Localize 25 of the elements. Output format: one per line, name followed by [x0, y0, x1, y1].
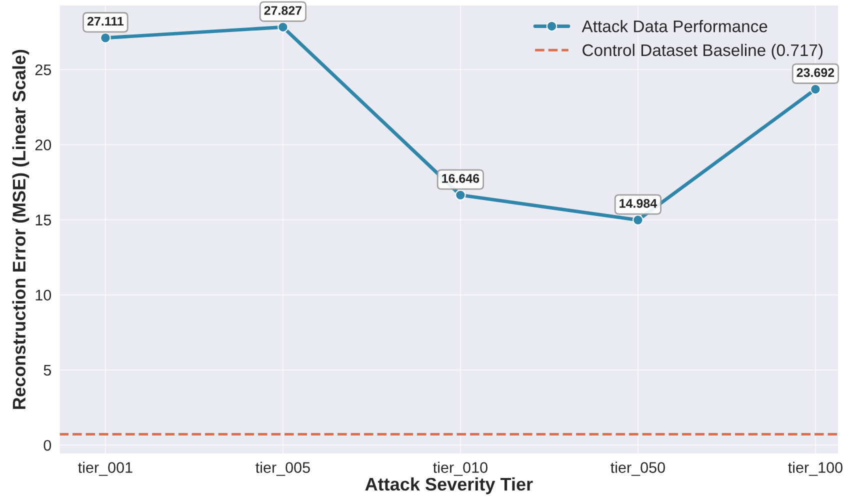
y-tick-label: 10	[36, 290, 52, 301]
data-label: 23.692	[796, 68, 834, 78]
y-tick-label: 25	[35, 64, 52, 76]
data-label: 16.646	[442, 174, 480, 183]
data-label: 14.984	[620, 198, 657, 208]
x-tick-label: tier_001	[78, 462, 132, 476]
y-tick-label: 0	[44, 440, 52, 451]
y-tick-label: 15	[36, 214, 52, 226]
y-tick-label: 5	[44, 365, 52, 376]
legend-label: Control Dataset Baseline (0.717)	[582, 44, 823, 60]
x-tick-label: tier_005	[256, 462, 310, 476]
point	[100, 32, 111, 44]
x-tick-label: tier_100	[788, 462, 842, 476]
data-label: 27.827	[264, 6, 302, 15]
point	[278, 22, 288, 32]
x-axis-title: Attack Severity Tier	[365, 477, 533, 494]
x-tick-label: tier_050	[610, 462, 665, 476]
point	[810, 84, 821, 95]
data-label: 27.111	[87, 16, 124, 26]
x-tick-label: tier_010	[433, 462, 488, 476]
legend-label: Attack Data Performance	[582, 20, 768, 32]
point	[455, 190, 466, 200]
y-axis-title: Reconstruction Error (MSE) (Linear Scale)	[12, 50, 30, 409]
point	[632, 214, 644, 226]
y-tick-label: 20	[35, 140, 52, 150]
